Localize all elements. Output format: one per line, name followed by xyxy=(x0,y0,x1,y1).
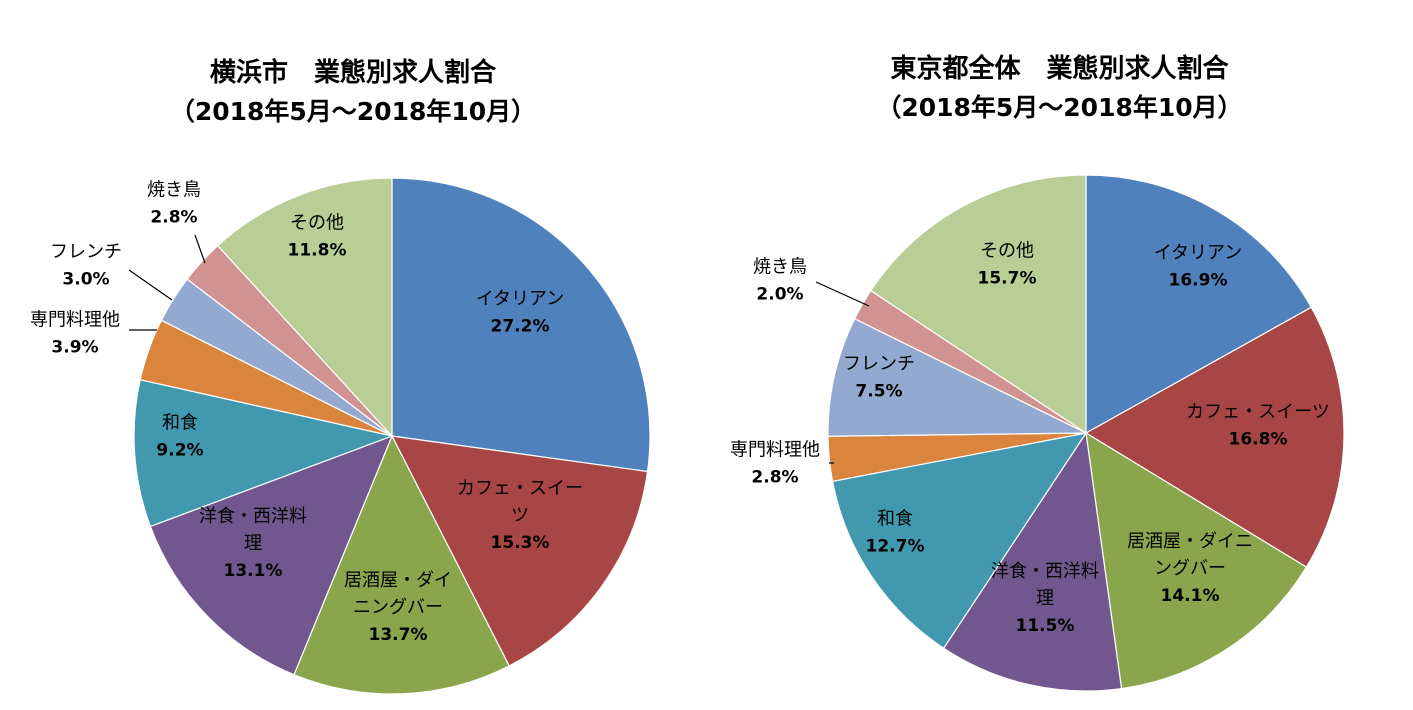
slice-value: 2.0% xyxy=(756,285,803,305)
pie-slice xyxy=(942,431,1123,692)
leader-line xyxy=(815,281,870,307)
pie-slice xyxy=(133,379,395,528)
pie-slice xyxy=(827,317,1087,437)
slice-value: 13.7% xyxy=(369,625,428,645)
slice-value: 16.8% xyxy=(1229,430,1288,450)
slice-value: 16.9% xyxy=(1169,271,1228,291)
slice-label: 焼き鳥 xyxy=(753,257,807,278)
slice-value: 7.5% xyxy=(855,382,902,402)
chart-subtitle: （2018年5月～2018年10月） xyxy=(876,93,1243,122)
slice-value: 3.9% xyxy=(51,338,98,358)
slice-label: カフェ・スイーツ xyxy=(1186,402,1330,423)
slice-value: 2.8% xyxy=(150,208,197,228)
slice-label: 理 xyxy=(244,533,262,554)
slice-label: イタリアン xyxy=(1154,243,1243,264)
slice-value: 11.8% xyxy=(288,241,347,261)
slice-label: 理 xyxy=(1036,588,1054,609)
slice-value: 15.3% xyxy=(491,533,550,553)
slice-label: 和食 xyxy=(877,509,913,530)
chart-yokohama: 横浜市 業態別求人割合 （2018年5月～2018年10月） イタリアン 27.2… xyxy=(0,0,706,710)
slice-label: ニングバー xyxy=(353,597,443,618)
slice-value: 11.5% xyxy=(1016,616,1075,636)
chart-subtitle: （2018年5月～2018年10月） xyxy=(169,97,537,126)
slice-label: カフェ・スイー xyxy=(457,478,583,499)
slice-value: 15.7% xyxy=(978,269,1037,289)
slice-label: 専門料理他 xyxy=(730,440,820,461)
chart-title: 東京都全体 業態別求人割合 xyxy=(890,54,1229,84)
leader-line xyxy=(128,269,173,301)
slice-label: 洋食・西洋料 xyxy=(199,506,307,527)
slice-label: 和食 xyxy=(162,413,198,434)
slice-value: 14.1% xyxy=(1161,586,1220,606)
pie-slice xyxy=(1085,431,1308,690)
slice-label: フレンチ xyxy=(50,242,122,263)
slice-label: 焼き鳥 xyxy=(147,180,201,201)
slice-value: 2.8% xyxy=(751,468,798,488)
slice-value: 13.1% xyxy=(224,561,283,581)
pie-slice xyxy=(293,434,510,695)
pie-slice xyxy=(390,435,649,667)
pie-slice xyxy=(1085,174,1313,435)
slice-label: 居酒屋・ダイ xyxy=(344,570,452,591)
pie-slice xyxy=(869,174,1087,435)
pie-slice xyxy=(391,177,651,473)
slice-value: 12.7% xyxy=(866,537,925,557)
slice-label: ツ xyxy=(511,505,529,526)
chart-tokyo: 東京都全体 業態別求人割合 （2018年5月～2018年10月） イタリアン 16… xyxy=(706,0,1413,710)
slice-label: その他 xyxy=(980,241,1034,262)
slice-label: その他 xyxy=(290,213,344,234)
leader-line xyxy=(194,234,206,264)
slice-label: フレンチ xyxy=(843,354,915,375)
chart-title: 横浜市 業態別求人割合 xyxy=(209,58,496,88)
pie-slice xyxy=(1084,306,1345,568)
slice-label: イタリアン xyxy=(476,289,565,310)
slice-value: 9.2% xyxy=(156,441,203,461)
slice-label: 専門料理他 xyxy=(30,310,120,331)
slice-label: 居酒屋・ダイニ xyxy=(1127,531,1253,552)
pie-slice xyxy=(216,177,393,438)
slice-label: 洋食・西洋料 xyxy=(991,561,1099,582)
slice-label: ングバー xyxy=(1154,558,1226,579)
pie-slice xyxy=(831,432,1088,650)
slice-value: 3.0% xyxy=(62,270,109,290)
slice-value: 27.2% xyxy=(491,317,550,337)
pie-slice xyxy=(149,434,394,676)
